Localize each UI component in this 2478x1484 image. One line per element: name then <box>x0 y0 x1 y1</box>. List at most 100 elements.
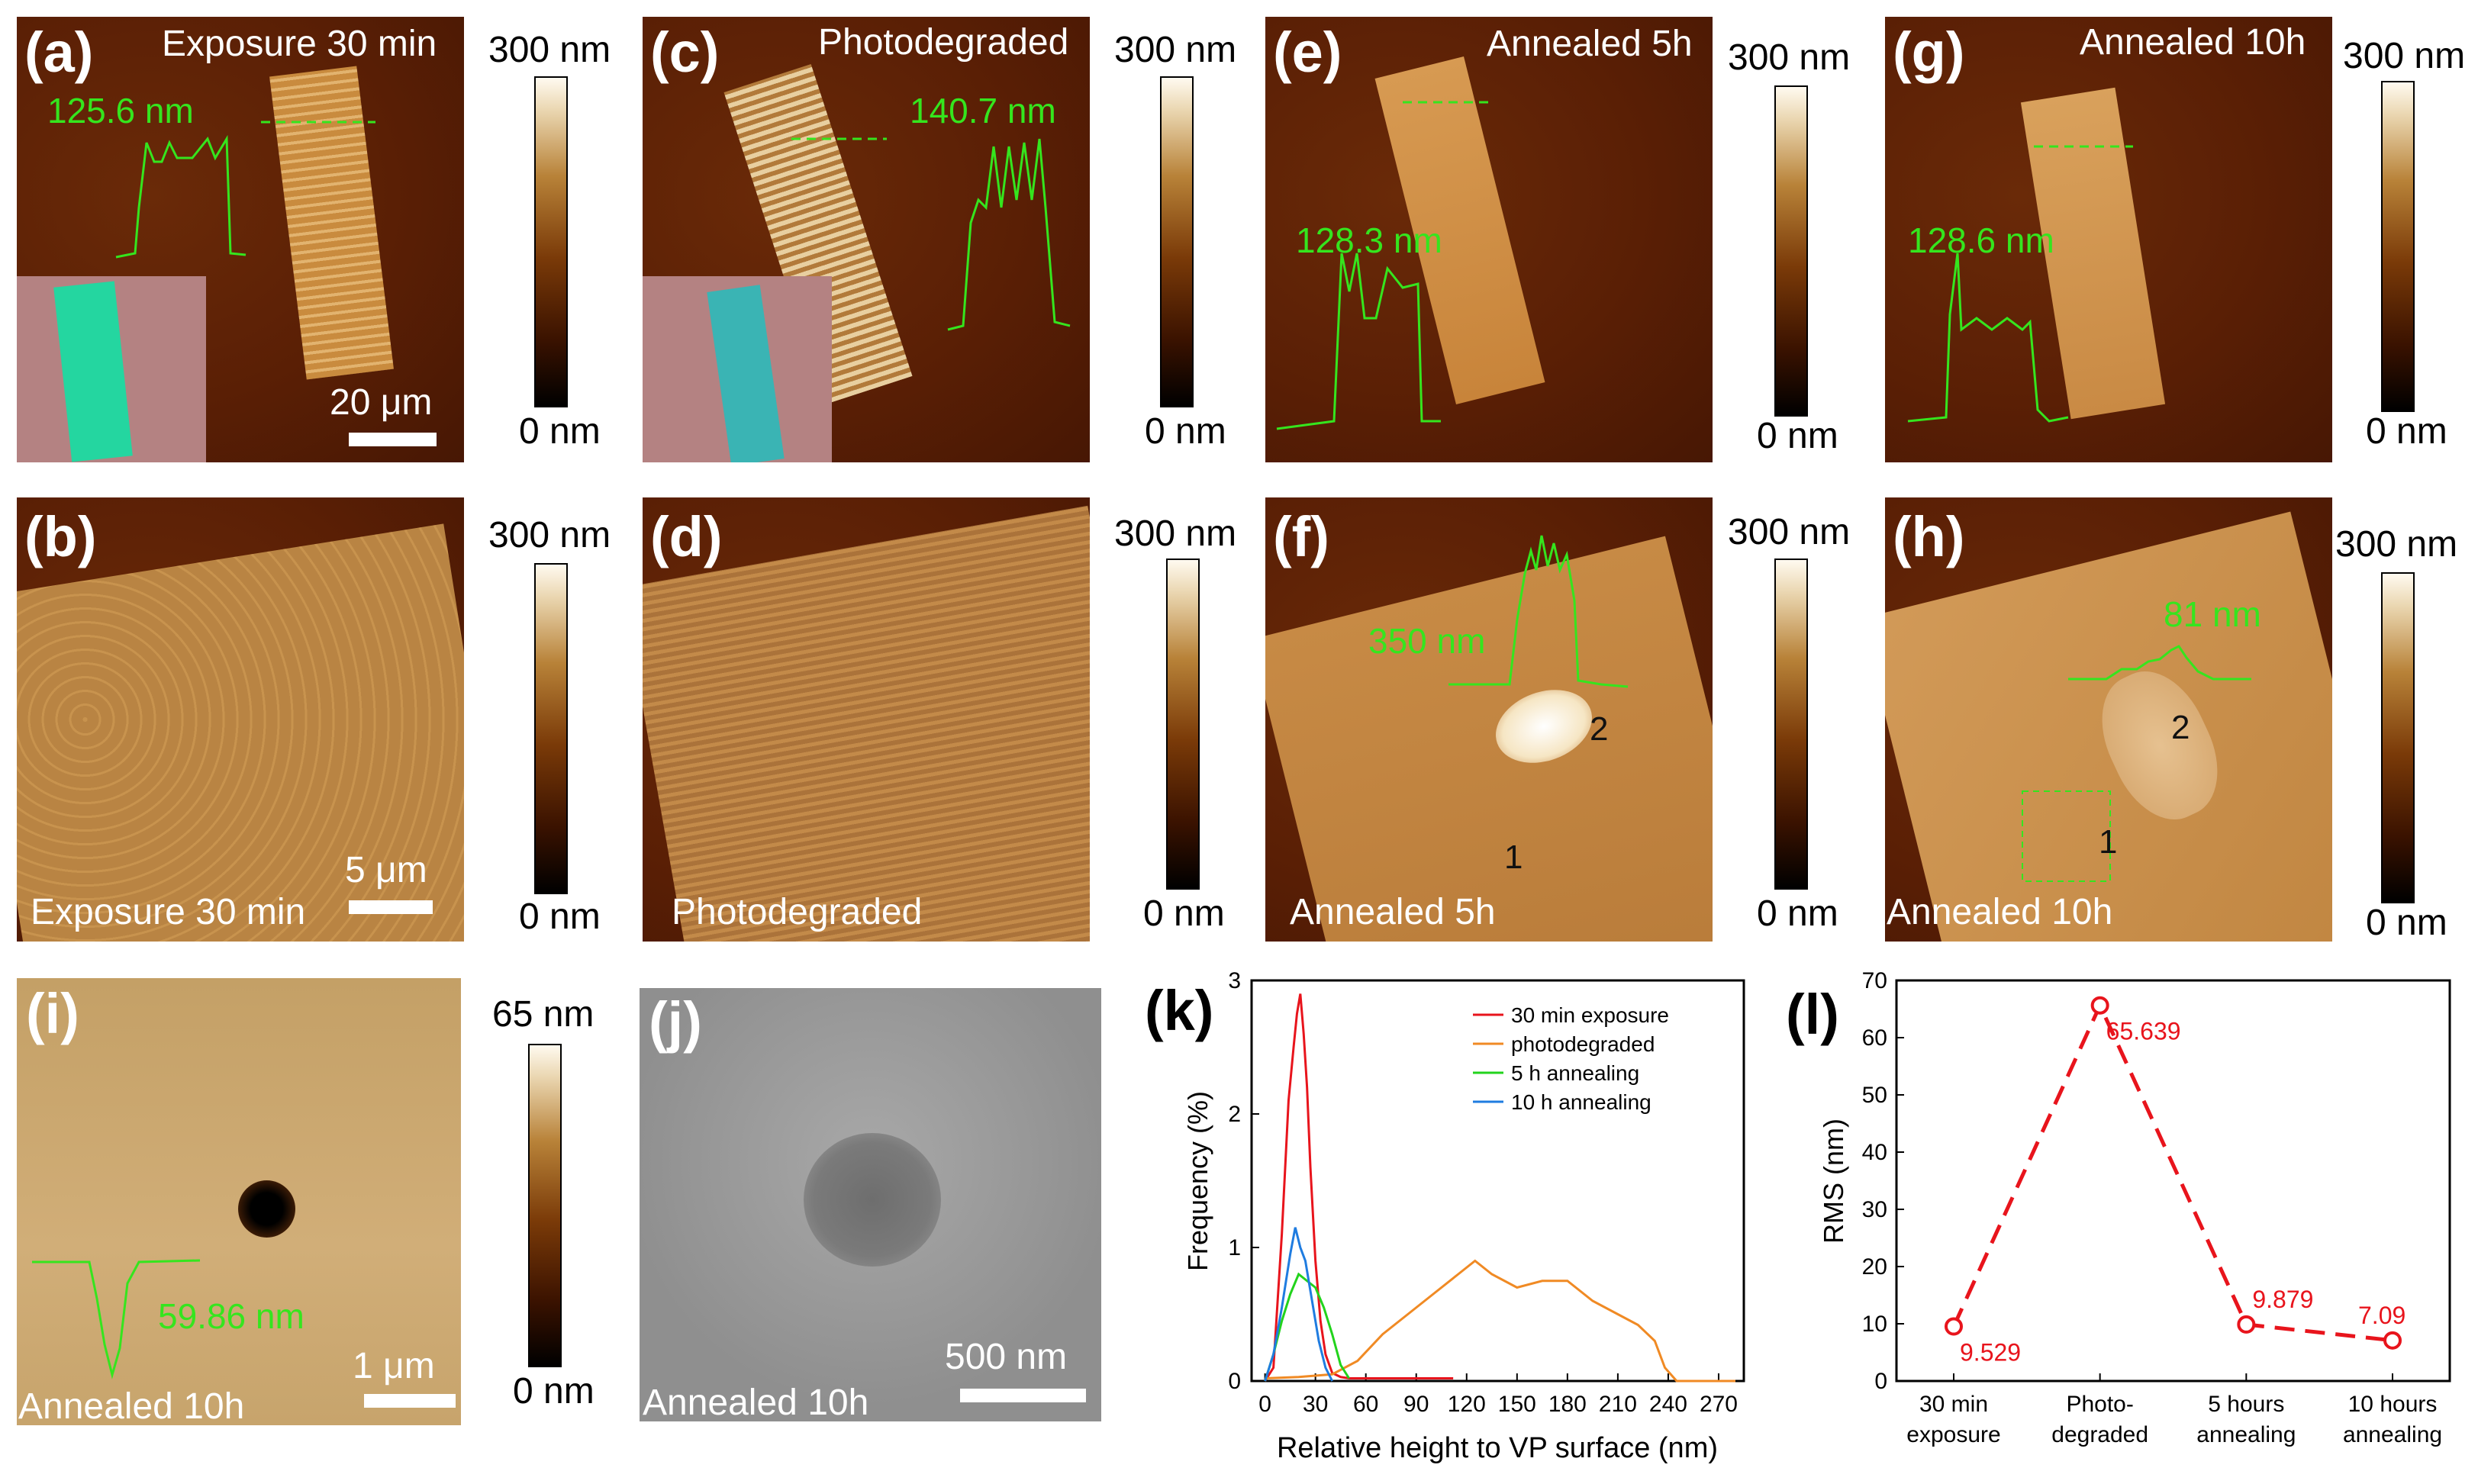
y-axis-label: Frequency (%) <box>1182 1091 1213 1271</box>
scale-bar <box>349 433 437 446</box>
pit <box>238 1180 295 1238</box>
x-tick-label: 10 hours <box>2348 1392 2438 1417</box>
scale-label: 500 nm <box>945 1337 1068 1377</box>
colorbar-min: 0 nm <box>1145 411 1226 452</box>
plot-frame <box>1895 979 2451 1383</box>
colorbar-min: 0 nm <box>2366 411 2447 452</box>
colorbar <box>1774 85 1808 417</box>
panel-label: (h) <box>1893 505 1965 568</box>
colorbar <box>534 76 568 407</box>
colorbar-max: 300 nm <box>488 30 611 70</box>
colorbar-max: 300 nm <box>2343 36 2466 76</box>
x-tick-label: 30 min <box>1919 1392 1988 1417</box>
rms-value-label: 7.09 <box>2358 1302 2405 1329</box>
colorbar-min: 0 nm <box>1143 893 1225 934</box>
height-profile-line <box>32 1259 201 1379</box>
colorbar <box>2381 572 2415 903</box>
panel-caption: Annealed 5h <box>1487 24 1693 64</box>
colorbar <box>1160 76 1194 407</box>
y-tick-label: 60 <box>1862 1025 1887 1051</box>
degraded-spot <box>804 1133 941 1267</box>
x-tick-label: 270 <box>1700 1392 1738 1417</box>
profile-height: 128.6 nm <box>1908 221 2054 260</box>
panel-b-afm-image: (b) Exposure 30 min 5 μm <box>17 497 464 942</box>
panel-label: (g) <box>1893 21 1965 84</box>
rms-value-label: 9.529 <box>1960 1339 2021 1367</box>
chart-k-height-histogram: (k) 0 30 60 90 120 150 180 210 240 270 0 1 2 3 Freque… <box>1145 969 1745 1464</box>
marker-1: 1 <box>1504 839 1523 876</box>
scale-bar <box>364 1394 456 1408</box>
series-line-photodegraded <box>1265 1259 1735 1383</box>
y-tick-label: 70 <box>1862 969 1887 993</box>
height-profile-line <box>791 137 1071 331</box>
panel-label: (l) <box>1786 983 1839 1046</box>
colorbar <box>534 563 568 894</box>
panel-caption: Exposure 30 min <box>162 24 437 64</box>
panel-e-afm-image: (e) Annealed 5h 128.3 nm <box>1265 17 1713 462</box>
panel-label: (b) <box>24 505 97 568</box>
scale-bar <box>349 900 433 914</box>
scale-label: 1 μm <box>353 1346 435 1386</box>
colorbar-max: 300 nm <box>1728 512 1851 552</box>
optical-inset <box>643 276 832 462</box>
profile-height: 350 nm <box>1368 621 1486 661</box>
y-tick-label: 0 <box>1874 1369 1887 1394</box>
x-tick-label: annealing <box>2343 1422 2442 1447</box>
panel-d-afm-image: (d) Photodegraded <box>643 497 1090 942</box>
profile-height: 59.86 nm <box>158 1296 305 1336</box>
scale-bar <box>960 1389 1086 1402</box>
panel-label: (d) <box>650 505 723 568</box>
colorbar-min: 0 nm <box>519 897 601 937</box>
x-tick-label: 5 hours <box>2208 1392 2284 1417</box>
x-tick-label: 150 <box>1498 1392 1536 1417</box>
flake <box>643 505 1090 942</box>
panel-caption: Photodegraded <box>818 22 1069 63</box>
rms-value-label: 65.639 <box>2106 1018 2181 1045</box>
panel-caption: Annealed 10h <box>643 1383 869 1421</box>
panel-caption: Annealed 10h <box>2080 22 2306 63</box>
colorbar-max: 300 nm <box>2335 524 2458 565</box>
panel-caption: Annealed 10h <box>18 1386 245 1425</box>
x-tick-label: Photo- <box>2066 1392 2133 1417</box>
panel-caption: Exposure 30 min <box>31 892 306 932</box>
colorbar-min: 0 nm <box>2366 903 2447 943</box>
series-line-10-h-annealing <box>1264 1227 1334 1382</box>
panel-label: (c) <box>650 21 720 84</box>
scale-label: 20 μm <box>330 382 433 423</box>
legend-label: 5 h annealing <box>1511 1061 1639 1085</box>
legend-label: 10 h annealing <box>1511 1090 1651 1114</box>
colorbar-min: 0 nm <box>513 1371 595 1412</box>
panel-label: (e) <box>1273 21 1342 84</box>
colorbar <box>528 1044 562 1367</box>
panel-caption: Annealed 10h <box>1887 892 2113 932</box>
optical-inset <box>17 276 206 462</box>
marker-2: 2 <box>2171 709 2190 746</box>
y-tick-label: 30 <box>1862 1197 1887 1222</box>
y-tick-label: 20 <box>1862 1254 1887 1280</box>
marker-2: 2 <box>1590 710 1609 748</box>
height-profile-line <box>2022 645 2251 882</box>
colorbar <box>1166 559 1200 890</box>
colorbar-min: 0 nm <box>1757 893 1838 934</box>
panel-h-afm-image: (h) Annealed 10h 81 nm 1 2 <box>1885 497 2332 942</box>
rms-line <box>1951 1000 2393 1343</box>
panel-f-afm-image: (f) Annealed 5h 350 nm 1 2 <box>1265 497 1713 942</box>
profile-height: 81 nm <box>2164 594 2261 634</box>
panel-label: (a) <box>24 21 94 84</box>
chart-l-rms: (l) 0 10 20 30 40 50 60 70 30 min exposure Photo-d… <box>1786 969 2451 1447</box>
colorbar-max: 300 nm <box>1114 30 1237 70</box>
colorbar-min: 0 nm <box>519 411 601 452</box>
colorbar-max: 300 nm <box>1728 37 1851 78</box>
x-tick-label: 0 <box>1258 1392 1271 1417</box>
panel-label: (k) <box>1145 979 1213 1042</box>
panel-label: (j) <box>649 990 702 1054</box>
x-tick-label: exposure <box>1906 1422 2000 1447</box>
colorbar <box>1774 559 1808 890</box>
y-tick-label: 3 <box>1228 969 1241 993</box>
panel-g-afm-image: (g) Annealed 10h 128.6 nm <box>1885 17 2332 462</box>
x-tick-label: 180 <box>1548 1392 1587 1417</box>
panel-j-sem-image: (j) 500 nm Annealed 10h <box>640 988 1101 1421</box>
rms-point <box>1945 1317 1963 1336</box>
y-axis-label: RMS (nm) <box>1818 1119 1849 1244</box>
x-tick-label: degraded <box>2051 1422 2148 1447</box>
